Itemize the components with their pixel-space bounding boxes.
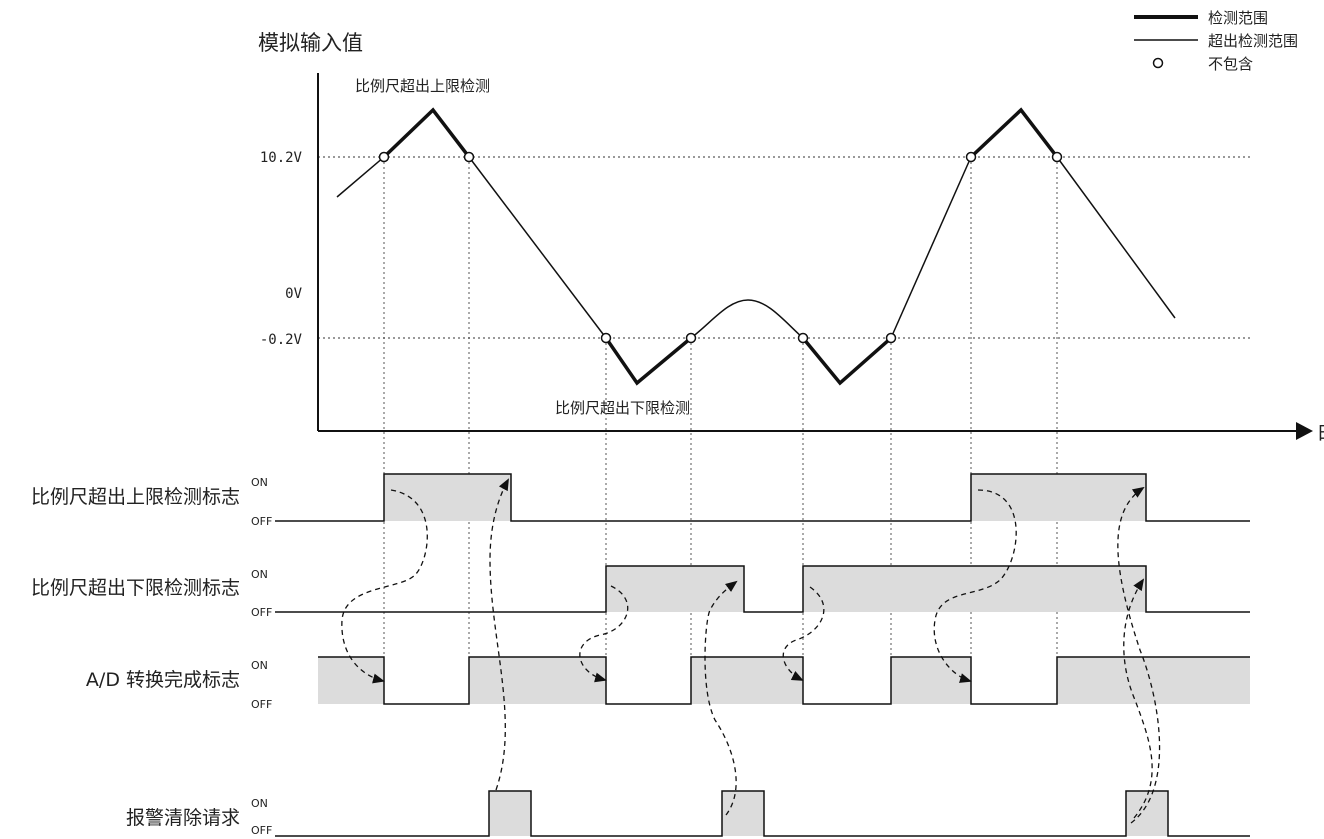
ad-complete-off-window [606,657,691,704]
causal-arrows [341,478,1161,824]
upper-flag-trace [275,473,1250,522]
x-axis-arrow-icon [1296,422,1313,440]
legend: 检测范围 超出检测范围 不包含 [1134,9,1298,73]
ad-complete-background [318,657,1250,704]
ad-complete-trace [318,656,1250,705]
analog-waveform-detected [382,107,1059,386]
signal-on-label: ON [251,476,268,489]
signal-label-lower-flag: 比例尺超出下限检测标志 [31,577,240,599]
alarm-clear-pulse [489,791,531,836]
signal-off-label: OFF [251,606,272,619]
level-zero-label: 0V [285,286,302,302]
signal-row-ad-complete: A/D 转换完成标志 ON OFF [86,656,1250,711]
x-axis-label: 时间 [1318,422,1324,446]
signal-off-label: OFF [251,698,272,711]
alarm-clear-trace [275,790,1250,837]
ad-complete-off-window [384,657,469,704]
signal-on-label: ON [251,568,268,581]
legend-circle-icon [1152,57,1164,69]
lower-flag-on-pulse [803,566,1146,612]
level-low-label: -0.2V [260,332,303,348]
legend-thin-label: 超出检测范围 [1208,32,1298,50]
signal-label-alarm-clear: 报警清除请求 [126,807,240,829]
upper-flag-on-pulse [971,474,1146,521]
alarm-clear-pulse [722,791,764,836]
legend-circle-label: 不包含 [1208,55,1253,73]
lower-flag-on-pulse [606,566,744,612]
alarm-clear-pulse [1126,791,1168,836]
signal-row-alarm-clear: 报警清除请求 ON OFF [126,790,1250,837]
signal-off-label: OFF [251,824,272,837]
guide-lines [383,157,1058,704]
signal-on-label: ON [251,659,268,672]
upper-flag-on-pulse [384,474,511,521]
boundary-points [378,151,1063,344]
signal-label-upper-flag: 比例尺超出上限检测标志 [31,486,240,508]
lower-flag-trace [275,565,1250,613]
ad-complete-off-window [803,657,891,704]
legend-thick-label: 检测范围 [1208,9,1268,27]
y-axis-label: 模拟输入值 [258,31,363,55]
signal-row-upper-flag: 比例尺超出上限检测标志 ON OFF [31,473,1250,528]
signal-row-lower-flag: 比例尺超出下限检测标志 ON OFF [31,565,1250,619]
signal-label-ad-complete: A/D 转换完成标志 [86,669,240,691]
lower-detect-annotation: 比例尺超出下限检测 [555,399,690,417]
signal-on-label: ON [251,797,268,810]
ad-complete-off-window [971,657,1057,704]
upper-detect-annotation: 比例尺超出上限检测 [355,77,490,95]
level-high-label: 10.2V [260,150,303,166]
analog-waveform-normal [336,156,1176,339]
signal-off-label: OFF [251,515,272,528]
